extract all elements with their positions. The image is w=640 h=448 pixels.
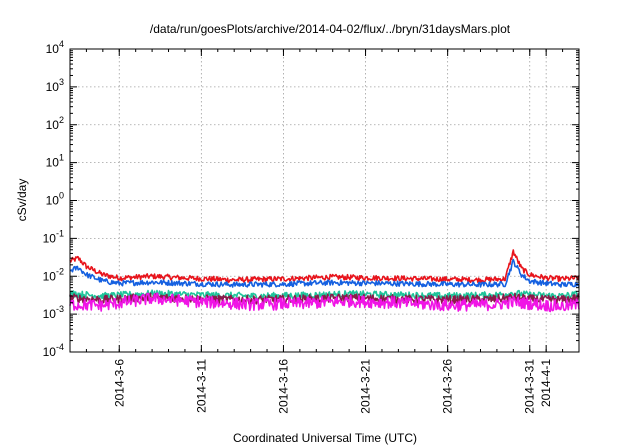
- y-tick-label: 10-2: [43, 266, 64, 283]
- x-tick-label: 2014-3-26: [441, 359, 455, 414]
- y-tick-label: 10-1: [43, 228, 64, 245]
- series-line-1: [69, 249, 580, 284]
- y-axis: 104 103 102 101 100 10-1 10-2 10-3 10-4: [43, 39, 579, 359]
- chart-title: /data/run/goesPlots/archive/2014-04-02/f…: [150, 22, 511, 36]
- x-tick-label: 2014-3-11: [194, 359, 208, 413]
- x-tick-label: 2014-3-21: [359, 359, 373, 414]
- series-line-2: [69, 258, 580, 288]
- x-tick-label: 2014-3-16: [276, 359, 290, 414]
- x-tick-label: 2014-3-31: [523, 359, 537, 414]
- x-tick-label: 2014-4-1: [539, 359, 553, 407]
- series-line-5: [69, 292, 580, 313]
- x-axis-label: Coordinated Universal Time (UTC): [233, 431, 417, 445]
- y-tick-label: 104: [46, 39, 64, 56]
- x-tick-label: 2014-3-6: [112, 359, 126, 407]
- y-tick-label: 100: [46, 191, 64, 208]
- y-tick-label: 103: [46, 77, 64, 94]
- y-tick-label: 101: [46, 153, 64, 170]
- y-tick-label: 10-4: [43, 342, 64, 359]
- series-group: [69, 249, 580, 313]
- y-tick-label: 102: [46, 115, 64, 132]
- y-axis-label: cSv/day: [15, 179, 29, 222]
- y-tick-label: 10-3: [43, 304, 64, 321]
- x-axis: 2014-3-6 2014-3-11 2014-3-16 2014-3-21 2014-…: [69, 49, 580, 414]
